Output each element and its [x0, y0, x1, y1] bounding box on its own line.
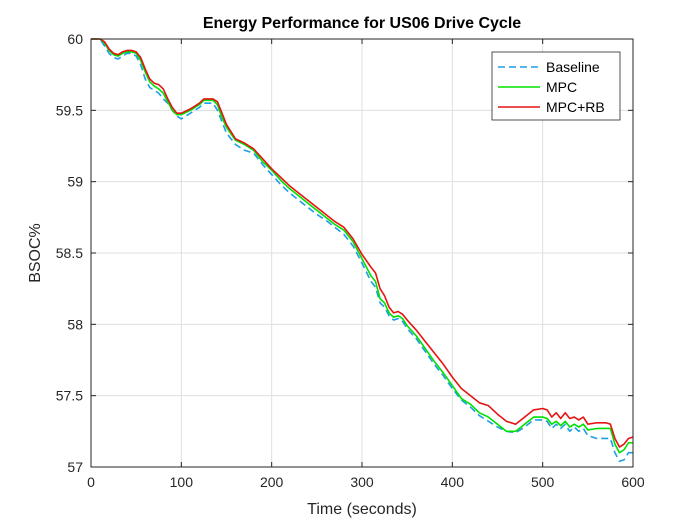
- y-tick-label: 58.5: [56, 245, 83, 261]
- y-tick-labels: 57 57.5 58 58.5 59 59.5 60: [56, 31, 83, 475]
- chart-title: Energy Performance for US06 Drive Cycle: [203, 15, 521, 32]
- series-line-baseline: [91, 38, 633, 463]
- legend-box: [491, 51, 621, 121]
- legend-label: MPC: [546, 79, 577, 95]
- x-tick-label: 600: [621, 474, 645, 490]
- y-tick-label: 57.5: [56, 388, 83, 404]
- y-tick-label: 57: [67, 459, 83, 475]
- x-tick-label: 100: [170, 474, 194, 490]
- legend: Baseline MPC MPC+RB: [491, 51, 621, 121]
- y-axis-label: BSOC%: [27, 223, 44, 283]
- legend-label: MPC+RB: [546, 99, 605, 115]
- y-tick-label: 59.5: [56, 102, 83, 118]
- series-group: [91, 38, 634, 463]
- series-line-mpc-rb: [91, 38, 634, 448]
- legend-items: Baseline MPC MPC+RB: [498, 59, 605, 115]
- series-line-mpc: [91, 38, 633, 454]
- x-axis-label: Time (seconds): [307, 501, 417, 518]
- x-tick-label: 200: [260, 474, 284, 490]
- y-tick-label: 59: [67, 174, 83, 190]
- y-tick-label: 60: [67, 31, 83, 47]
- y-tick-label: 58: [67, 316, 83, 332]
- x-tick-label: 400: [441, 474, 465, 490]
- legend-label: Baseline: [546, 59, 600, 75]
- x-tick-label: 0: [87, 474, 95, 490]
- x-tick-labels: 0 100 200 300 400 500 600: [87, 474, 645, 490]
- x-tick-label: 300: [350, 474, 374, 490]
- x-tick-label: 500: [531, 474, 555, 490]
- ticks: [90, 38, 634, 468]
